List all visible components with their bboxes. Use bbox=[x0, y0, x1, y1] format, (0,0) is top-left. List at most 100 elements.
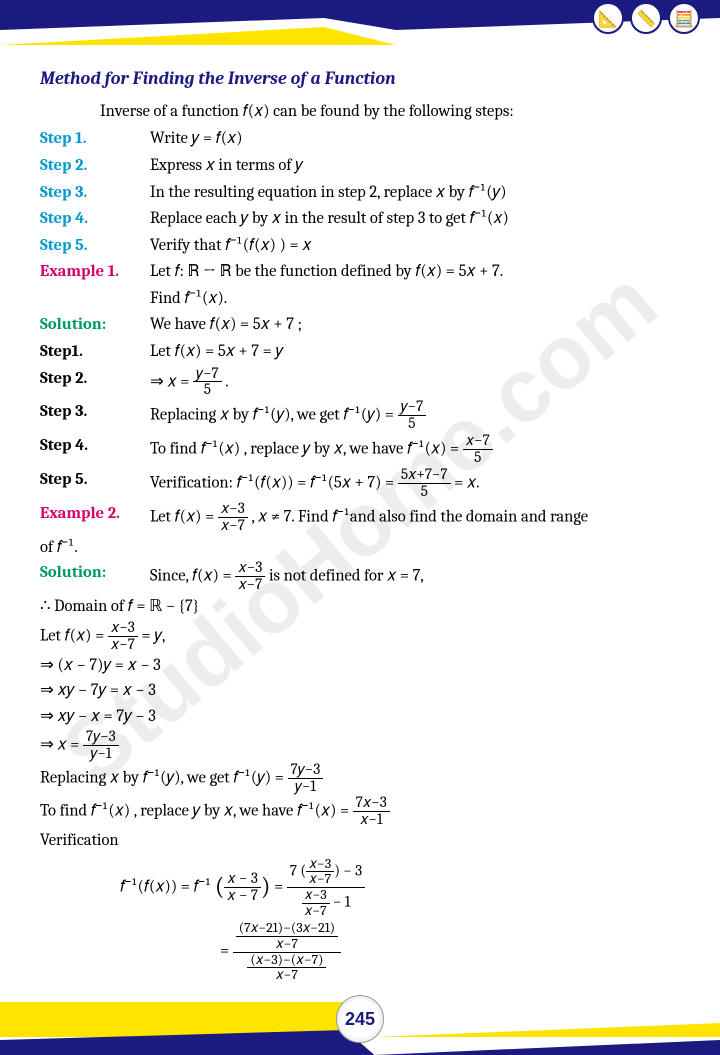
solution-label: Solution: bbox=[40, 312, 150, 338]
fraction: 𝑥−75 bbox=[463, 433, 493, 466]
work-label: Step 5. bbox=[40, 467, 150, 500]
work-row: Step 4.To find 𝑓⁻¹(𝑥) , replace 𝑦 by 𝑥, … bbox=[40, 433, 685, 466]
step-text: Replace each 𝑦 by 𝑥 in the result of ste… bbox=[150, 206, 685, 232]
t: ⇒ 𝑥 = bbox=[40, 736, 83, 755]
t: To find 𝑓⁻¹(𝑥) , replace 𝑦 by 𝑥, we have… bbox=[40, 802, 353, 821]
denominator: 5 bbox=[398, 484, 451, 500]
step-row: Step 1.Write 𝑦 = 𝑓(𝑥) bbox=[40, 126, 685, 152]
work-row: Step 2.⇒ 𝑥 = 𝑦−75 . bbox=[40, 366, 685, 399]
t: is not defined for 𝑥 = 7, bbox=[265, 567, 423, 586]
t: To find 𝑓⁻¹(𝑥) , replace 𝑦 by 𝑥, we have… bbox=[150, 440, 463, 459]
fraction: 𝑥 − 3𝑥 − 7 bbox=[224, 871, 261, 904]
bottom-banner: 245 bbox=[0, 985, 720, 1055]
numerator: 7 (𝑥−3𝑥−7) − 3 bbox=[287, 857, 365, 888]
work-text: To find 𝑓⁻¹(𝑥) , replace 𝑦 by 𝑥, we have… bbox=[150, 433, 685, 466]
t: 7 ( bbox=[290, 861, 306, 879]
solution-row: Solution:Since, 𝑓(𝑥) = 𝑥−3𝑥−7 is not def… bbox=[40, 560, 685, 593]
blank-label bbox=[40, 286, 150, 312]
work-text: ∴ Domain of 𝑓 = ℝ − {7} bbox=[40, 594, 685, 620]
fraction: 5𝑥+7−75 bbox=[398, 467, 451, 500]
paren-close: ) bbox=[261, 873, 270, 901]
fraction: 𝑥−3𝑥−7 bbox=[306, 857, 334, 887]
t: − 1 bbox=[330, 893, 351, 911]
equation-block: = (7𝑥−21)−(3𝑥−21)𝑥−7 (𝑥−3)−(𝑥−7)𝑥−7 bbox=[40, 921, 685, 983]
t: . bbox=[222, 372, 229, 391]
denominator: 5 bbox=[193, 382, 222, 398]
denominator: 𝑥−1 bbox=[353, 812, 390, 828]
page-content: Method for Finding the Inverse of a Func… bbox=[40, 65, 685, 986]
denominator: 𝑥−3𝑥−7 − 1 bbox=[287, 888, 365, 918]
denominator: (𝑥−3)−(𝑥−7)𝑥−7 bbox=[233, 953, 341, 983]
compass-icon: 📐 bbox=[592, 2, 624, 34]
fraction: 𝑥−3𝑥−7 bbox=[218, 501, 248, 534]
compound-fraction: (7𝑥−21)−(3𝑥−21)𝑥−7 (𝑥−3)−(𝑥−7)𝑥−7 bbox=[233, 921, 341, 983]
work-row: Step 5.Verification: 𝑓⁻¹(𝑓(𝑥)) = 𝑓⁻¹(5𝑥 … bbox=[40, 467, 685, 500]
solution-text: Since, 𝑓(𝑥) = 𝑥−3𝑥−7 is not defined for … bbox=[150, 560, 685, 593]
t: 𝑓⁻¹(𝑓(𝑥)) = 𝑓⁻¹ bbox=[120, 877, 211, 896]
section-title: Method for Finding the Inverse of a Func… bbox=[40, 65, 685, 93]
step-label: Step 3. bbox=[40, 180, 150, 206]
work-text: Replacing 𝑥 by 𝑓⁻¹(𝑦), we get 𝑓⁻¹(𝑦) = 7… bbox=[40, 762, 685, 795]
fraction: (7𝑥−21)−(3𝑥−21)𝑥−7 bbox=[236, 921, 338, 951]
step-label: Step 2. bbox=[40, 153, 150, 179]
solution-text: We have 𝑓(𝑥) = 5𝑥 + 7 ; bbox=[150, 312, 685, 338]
step-text: Express 𝑥 in terms of 𝑦 bbox=[150, 153, 685, 179]
n: (𝑥−3)−(𝑥−7) bbox=[247, 953, 326, 969]
denominator: 5 bbox=[398, 416, 427, 432]
ruler-icon: 📏 bbox=[630, 2, 662, 34]
n: 𝑥−3 bbox=[306, 857, 334, 873]
step-text: Write 𝑦 = 𝑓(𝑥) bbox=[150, 126, 685, 152]
intro-text: Inverse of a function 𝑓(𝑥) can be found … bbox=[100, 99, 685, 125]
denominator: 𝑥 − 7 bbox=[224, 888, 261, 904]
solution-row: Solution:We have 𝑓(𝑥) = 5𝑥 + 7 ; bbox=[40, 312, 685, 338]
t: ⇒ 𝑥 = bbox=[150, 372, 193, 391]
work-text: ⇒ 𝑥 = 7𝑦−3𝑦−1 bbox=[40, 729, 685, 762]
work-label: Step 4. bbox=[40, 433, 150, 466]
work-row: Step 3.Replacing 𝑥 by 𝑓⁻¹(𝑦), we get 𝑓⁻¹… bbox=[40, 399, 685, 432]
denominator: 𝑥−7 bbox=[108, 637, 138, 653]
t: = bbox=[274, 877, 287, 896]
fraction: 𝑥−3𝑥−7 bbox=[302, 888, 330, 918]
numerator: (7𝑥−21)−(3𝑥−21)𝑥−7 bbox=[233, 921, 341, 952]
denominator: 𝑦−1 bbox=[288, 779, 324, 795]
example-text: of 𝑓⁻¹. bbox=[40, 535, 685, 561]
t: ) − 3 bbox=[334, 861, 362, 879]
page-number: 245 bbox=[336, 995, 384, 1043]
work-label: Step1. bbox=[40, 339, 150, 365]
example-text: Let 𝑓(𝑥) = 𝑥−3𝑥−7 , 𝑥 ≠ 7. Find 𝑓⁻¹and a… bbox=[150, 501, 685, 534]
n: 𝑥−3 bbox=[302, 888, 330, 904]
work-text: ⇒ (𝑥 − 7)𝑦 = 𝑥 − 3 bbox=[40, 653, 685, 679]
denominator: 𝑦−1 bbox=[83, 746, 119, 762]
fraction: 7𝑥−3𝑥−1 bbox=[353, 795, 390, 828]
fraction: 𝑥−3𝑥−7 bbox=[235, 560, 265, 593]
work-label: Step 3. bbox=[40, 399, 150, 432]
example-row: Find 𝑓⁻¹(𝑥). bbox=[40, 286, 685, 312]
d: 𝑥−7 bbox=[236, 937, 338, 952]
step-row: Step 4.Replace each 𝑦 by 𝑥 in the result… bbox=[40, 206, 685, 232]
example-row: Example 1.Let 𝑓: ℝ → ℝ be the function d… bbox=[40, 259, 685, 285]
fraction: 𝑦−75 bbox=[398, 399, 427, 432]
work-text: Replacing 𝑥 by 𝑓⁻¹(𝑦), we get 𝑓⁻¹(𝑦) = 𝑦… bbox=[150, 399, 685, 432]
fraction: (𝑥−3)−(𝑥−7)𝑥−7 bbox=[247, 953, 326, 983]
work-text: ⇒ 𝑥𝑦 − 7𝑦 = 𝑥 − 3 bbox=[40, 678, 685, 704]
t: = 𝑦, bbox=[138, 626, 166, 645]
work-text: Verification: 𝑓⁻¹(𝑓(𝑥)) = 𝑓⁻¹(5𝑥 + 7) = … bbox=[150, 467, 685, 500]
t: Since, 𝑓(𝑥) = bbox=[150, 567, 235, 586]
example-label: Example 2. bbox=[40, 501, 150, 534]
t: Verification: 𝑓⁻¹(𝑓(𝑥)) = 𝑓⁻¹(5𝑥 + 7) = bbox=[150, 473, 398, 492]
work-label: Step 2. bbox=[40, 366, 150, 399]
calculator-icon: 🧮 bbox=[668, 2, 700, 34]
solution-label: Solution: bbox=[40, 560, 150, 593]
example-label: Example 1. bbox=[40, 259, 150, 285]
work-text: ⇒ 𝑥 = 𝑦−75 . bbox=[150, 366, 685, 399]
step-text: Verify that 𝑓⁻¹(𝑓(𝑥) ) = 𝑥 bbox=[150, 233, 685, 259]
work-text: Let 𝑓(𝑥) = 5𝑥 + 7 = 𝑦 bbox=[150, 339, 685, 365]
top-banner: 📐 📏 🧮 bbox=[0, 0, 720, 55]
compound-fraction: 7 (𝑥−3𝑥−7) − 3 𝑥−3𝑥−7 − 1 bbox=[287, 857, 365, 919]
work-text: ⇒ 𝑥𝑦 − 𝑥 = 7𝑦 − 3 bbox=[40, 704, 685, 730]
d: 𝑥−7 bbox=[306, 872, 334, 887]
denominator: 5 bbox=[463, 450, 493, 466]
top-icons: 📐 📏 🧮 bbox=[592, 2, 700, 34]
fraction: 𝑦−75 bbox=[193, 366, 222, 399]
work-text: Verification bbox=[40, 828, 685, 854]
